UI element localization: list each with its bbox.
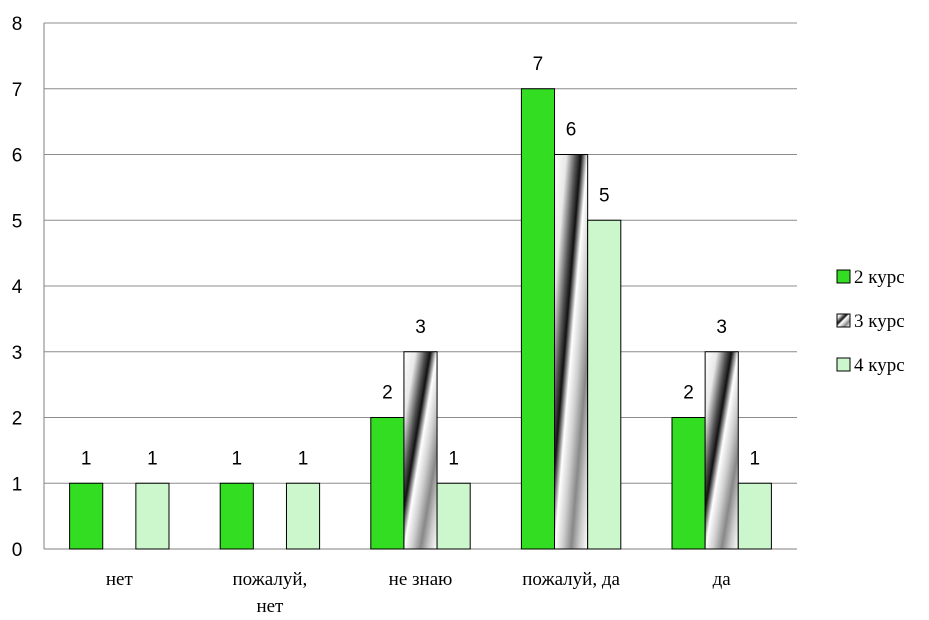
x-category-label: не знаю bbox=[389, 569, 453, 590]
y-axis-ticks: 0 1 2 3 4 5 6 7 8 bbox=[12, 14, 23, 561]
bar-3-kurs bbox=[704, 351, 739, 550]
legend-label: 2 курс bbox=[854, 267, 905, 288]
bar-4-kurs bbox=[587, 219, 622, 550]
legend-label: 4 курс bbox=[854, 355, 905, 376]
data-label: 3 bbox=[415, 317, 426, 338]
bar-4-kurs bbox=[135, 482, 170, 550]
bar-2-kurs bbox=[370, 417, 405, 550]
legend: 2 курс 3 курс 4 курс bbox=[836, 267, 905, 376]
y-tick-label: 8 bbox=[12, 14, 23, 35]
y-tick-label: 2 bbox=[12, 409, 23, 430]
data-label: 5 bbox=[599, 185, 610, 206]
y-tick-label: 7 bbox=[12, 80, 23, 101]
data-labels: 1 1 1 1 2 3 1 7 6 5 2 3 1 bbox=[81, 54, 760, 470]
x-category-label: нет bbox=[106, 569, 134, 590]
data-label: 1 bbox=[750, 448, 761, 469]
x-axis-categories: нет пожалуй, нет не знаю пожалуй, да да bbox=[106, 569, 731, 617]
bar-4-kurs bbox=[436, 482, 471, 550]
data-label: 1 bbox=[298, 448, 309, 469]
bar-3-kurs bbox=[554, 154, 589, 550]
y-tick-label: 5 bbox=[12, 211, 23, 232]
data-label: 1 bbox=[448, 448, 459, 469]
data-label: 7 bbox=[533, 54, 544, 75]
bars bbox=[69, 88, 772, 550]
bar-3-kurs bbox=[403, 351, 438, 550]
x-category-label: да bbox=[713, 569, 732, 590]
data-label: 3 bbox=[716, 317, 727, 338]
y-tick-label: 3 bbox=[12, 343, 23, 364]
bar-2-kurs bbox=[69, 482, 104, 550]
y-tick-label: 4 bbox=[12, 277, 23, 298]
x-category-label: пожалуй, да bbox=[522, 569, 620, 590]
data-label: 6 bbox=[566, 120, 577, 141]
data-label: 1 bbox=[81, 448, 92, 469]
bar-4-kurs bbox=[737, 482, 772, 550]
legend-swatch bbox=[836, 269, 851, 284]
data-label: 2 bbox=[382, 383, 393, 404]
y-tick-label: 1 bbox=[12, 474, 23, 495]
bar-4-kurs bbox=[285, 482, 321, 550]
bar-2-kurs bbox=[219, 482, 254, 550]
legend-label: 3 курс bbox=[854, 311, 905, 332]
x-category-label: пожалуй, нет bbox=[232, 569, 307, 617]
gridlines bbox=[43, 22, 797, 550]
bar-2-kurs bbox=[520, 88, 556, 550]
y-tick-label: 6 bbox=[12, 146, 23, 167]
data-label: 1 bbox=[147, 448, 158, 469]
data-label: 2 bbox=[683, 383, 694, 404]
bar-2-kurs bbox=[671, 417, 706, 550]
legend-swatch bbox=[836, 357, 851, 372]
legend-swatch bbox=[836, 313, 851, 328]
data-label: 1 bbox=[231, 448, 242, 469]
y-tick-label: 0 bbox=[12, 540, 23, 561]
